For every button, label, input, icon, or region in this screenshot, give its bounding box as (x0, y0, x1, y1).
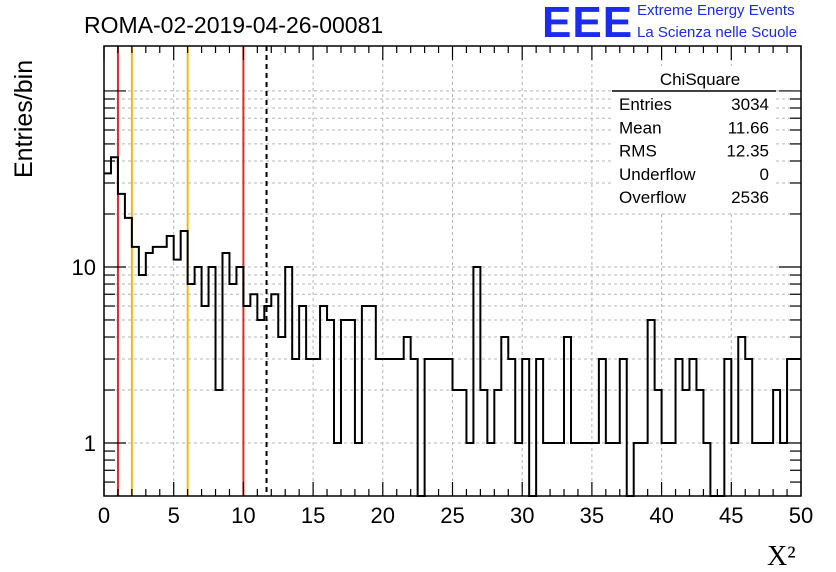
stats-row-value: 12.35 (726, 142, 769, 161)
x-tick-label: 45 (719, 503, 743, 528)
stats-row-label: RMS (619, 142, 657, 161)
y-tick-label: 10 (72, 255, 96, 280)
stats-box-title: ChiSquare (660, 70, 740, 89)
y-tick-label: 1 (84, 431, 96, 456)
stats-row-label: Entries (619, 95, 672, 114)
stats-row-value: 3034 (731, 95, 769, 114)
chart-title: ROMA-02-2019-04-26-00081 (84, 12, 383, 38)
x-tick-label: 40 (649, 503, 673, 528)
stats-box: ChiSquare Entries 3034 Mean 11.66 RMS 12.35 Und… (612, 66, 776, 212)
x-tick-label: 0 (98, 503, 110, 528)
logo-line-extreme-energy-events: Extreme Energy Events (637, 2, 795, 19)
eee-logo: EEE (542, 0, 634, 47)
y-axis-label: Entries/bin (10, 60, 38, 178)
x-tick-label: 5 (168, 503, 180, 528)
stats-row-label: Mean (619, 118, 662, 137)
stats-row-value: 2536 (731, 188, 769, 207)
x-axis-label: X² (767, 541, 796, 572)
x-axis-ticks: 0 5 10 15 20 25 30 35 40 45 50 (98, 46, 813, 528)
x-tick-label: 20 (371, 503, 395, 528)
histogram-series (104, 156, 801, 497)
stats-row-value: 0 (760, 165, 769, 184)
x-tick-label: 15 (301, 503, 325, 528)
x-tick-label: 35 (580, 503, 604, 528)
stats-row-label: Overflow (619, 188, 687, 207)
x-tick-label: 50 (789, 503, 813, 528)
x-tick-label: 25 (440, 503, 464, 528)
x-tick-label: 30 (510, 503, 534, 528)
stats-row-value: 11.66 (728, 118, 769, 137)
stats-row-label: Underflow (619, 165, 696, 184)
y-axis-ticks: 1 10 (72, 90, 801, 483)
x-tick-label: 10 (231, 503, 255, 528)
logo-line-la-scienza: La Scienza nelle Scuole (637, 24, 798, 41)
